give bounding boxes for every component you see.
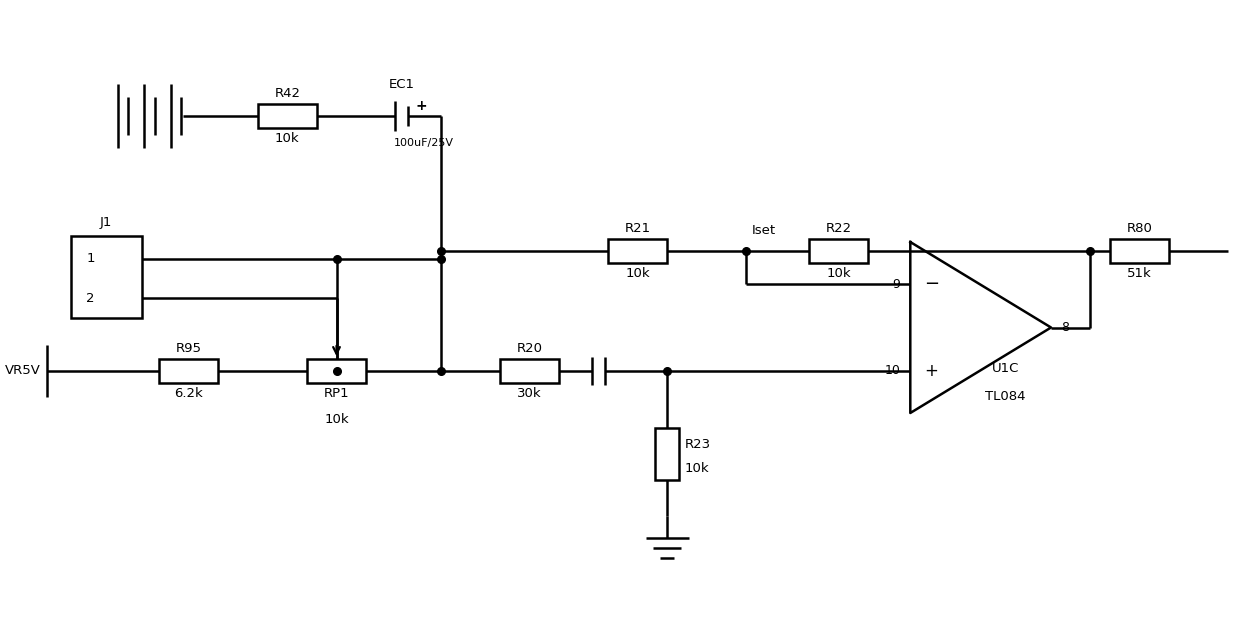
Text: J1: J1 [100, 216, 113, 229]
Text: 10k: 10k [625, 267, 650, 280]
Bar [608, 239, 667, 263]
Text: 30k: 30k [517, 387, 542, 400]
Text: R23: R23 [684, 438, 711, 451]
Text: −: − [924, 275, 939, 293]
Text: R80: R80 [1127, 222, 1152, 235]
Text: 100uF/25V: 100uF/25V [393, 138, 454, 148]
Text: 1: 1 [87, 252, 94, 265]
Text: VR5V: VR5V [5, 364, 40, 377]
Text: U1C: U1C [992, 362, 1019, 376]
Text: Iset: Iset [751, 224, 776, 237]
Text: TL084: TL084 [985, 389, 1025, 403]
Text: R22: R22 [826, 222, 852, 235]
Bar [808, 239, 868, 263]
Bar [160, 359, 218, 383]
Text: 8: 8 [1061, 321, 1069, 334]
Text: R21: R21 [625, 222, 651, 235]
Text: +: + [415, 99, 427, 113]
Text: 6.2k: 6.2k [175, 387, 203, 400]
Bar [308, 359, 366, 383]
Text: EC1: EC1 [388, 78, 414, 91]
Bar [656, 428, 680, 480]
Text: 51k: 51k [1127, 267, 1152, 280]
Text: RP1: RP1 [324, 387, 350, 400]
Text: R20: R20 [516, 342, 542, 355]
Text: 10k: 10k [275, 132, 300, 145]
Text: 10: 10 [884, 364, 900, 377]
Text: R95: R95 [176, 342, 202, 355]
Text: 10k: 10k [826, 267, 851, 280]
Bar [71, 236, 141, 318]
Bar [1110, 239, 1169, 263]
Text: 10k: 10k [684, 463, 709, 476]
Bar [258, 104, 317, 128]
Text: 10k: 10k [324, 413, 348, 426]
Text: 2: 2 [87, 292, 94, 305]
Bar [500, 359, 559, 383]
Text: R42: R42 [274, 87, 300, 100]
Text: 9: 9 [893, 277, 900, 290]
Text: +: + [924, 362, 937, 380]
